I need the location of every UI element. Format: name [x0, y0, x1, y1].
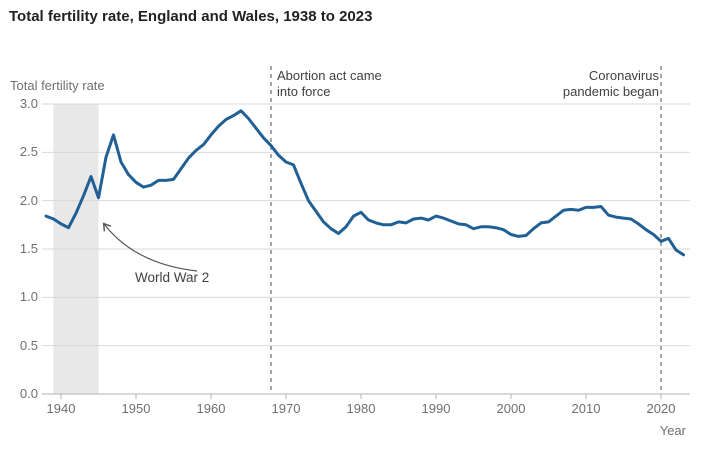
x-tick-label: 1970 — [271, 401, 301, 416]
y-tick-label: 1.0 — [19, 289, 38, 305]
x-axis-title: Year — [659, 423, 686, 438]
y-tick-label: 2.0 — [19, 192, 38, 208]
annotation-abortion-act: Abortion act came into force — [277, 68, 382, 100]
x-tick-label: 1980 — [346, 401, 376, 416]
y-tick-label: 1.5 — [19, 241, 38, 256]
y-tick-label: 0.0 — [19, 386, 38, 401]
y-tick-label: 2.5 — [19, 144, 38, 160]
y-axis-title: Total fertility rate — [10, 78, 105, 93]
x-tick-label: 1960 — [196, 401, 226, 416]
annotation-world-war-2: World War 2 — [135, 270, 210, 285]
x-tick-label: 2000 — [496, 401, 526, 416]
x-tick-label: 2020 — [646, 401, 676, 416]
chart-title: Total fertility rate, England and Wales,… — [9, 8, 373, 25]
annotation-abortion-line1: Abortion act came — [277, 68, 382, 83]
y-tick-label: 0.5 — [19, 337, 38, 353]
x-tick-label: 2010 — [571, 401, 601, 416]
annotation-coronavirus: Coronavirus pandemic began — [563, 68, 659, 100]
y-tick-label: 3.0 — [19, 96, 38, 111]
ww2-arrow — [102, 222, 198, 272]
x-tick-label: 1990 — [421, 401, 451, 416]
x-tick-label: 1940 — [46, 401, 76, 416]
annotation-coronavirus-line2: pandemic began — [562, 84, 659, 99]
fertility-rate-line — [44, 109, 685, 257]
x-tick-label: 1950 — [121, 401, 151, 416]
annotation-abortion-line2: into force — [277, 84, 331, 99]
annotation-coronavirus-line1: Coronavirus — [588, 68, 659, 83]
